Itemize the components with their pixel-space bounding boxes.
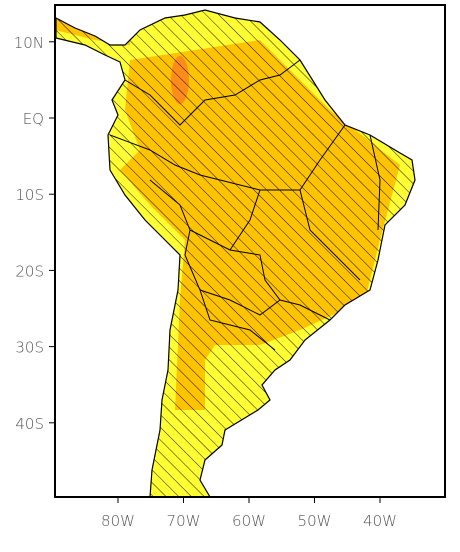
map-frame [54, 4, 446, 498]
y-tick-label: 10N [14, 34, 44, 52]
y-tick-label: 20S [15, 262, 44, 280]
x-tick-label: 50W [298, 512, 332, 530]
x-tick-label: 80W [101, 512, 135, 530]
x-tick-label: 70W [167, 512, 201, 530]
land-fill [56, 10, 415, 497]
x-tick-label: 60W [232, 512, 266, 530]
y-tick-label: EQ [23, 110, 44, 128]
y-tick-label: 10S [15, 186, 44, 204]
y-tick-label: 40S [15, 415, 44, 433]
y-tick-label: 30S [15, 339, 44, 357]
borders [109, 59, 381, 351]
x-tick-label: 40W [363, 512, 397, 530]
